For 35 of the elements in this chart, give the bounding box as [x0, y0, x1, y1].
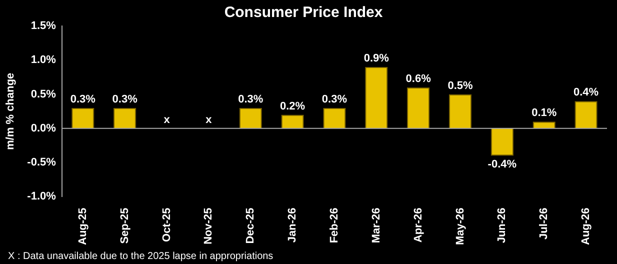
data-label: 0.6%	[406, 72, 432, 85]
y-tick-label: -1.0%	[27, 190, 56, 203]
x-tick-label: May-26	[454, 208, 466, 245]
data-label: 0.9%	[364, 52, 390, 64]
x-tick-label: Jul-26	[538, 208, 550, 240]
data-label: 0.5%	[448, 80, 474, 92]
x-tick-label: Sep-25	[118, 208, 131, 244]
y-tick-label: 0.0%	[30, 122, 56, 134]
y-tick-label: -0.5%	[27, 156, 56, 169]
text: X : Data unavailable due to the 2025 lapse in appropriations	[8, 251, 274, 262]
x-tick-label: Aug-26	[580, 208, 592, 245]
x-tick-label: Aug-25	[76, 208, 89, 245]
x-tick-label: Apr-26	[412, 208, 424, 243]
y-tick-label: 1.5%	[30, 20, 56, 32]
data-label: 0.1%	[532, 107, 557, 120]
data-label: 0.4%	[573, 86, 599, 99]
data-label: 0.3%	[112, 93, 138, 106]
text: x	[164, 114, 170, 126]
x-tick-label: Jun-26	[496, 208, 508, 244]
data-label: 0.3%	[70, 93, 96, 106]
y-tick-label: 0.5%	[30, 88, 56, 100]
text: x	[206, 114, 212, 126]
y-axis-title: m/m % change	[4, 72, 17, 150]
x-tick-label: Oct-25	[160, 208, 173, 242]
data-label: 0.3%	[238, 93, 264, 106]
data-label: 0.2%	[280, 100, 306, 112]
x-tick-label: Jan-26	[286, 208, 299, 243]
x-tick-label: Feb-26	[328, 208, 340, 244]
x-tick-label: Mar-26	[370, 208, 382, 244]
x-tick-label: Nov-25	[202, 208, 215, 244]
x-tick-label: Dec-25	[244, 208, 257, 244]
data-label: -0.4%	[488, 158, 517, 170]
chart-title: Consumer Price Index	[224, 4, 384, 22]
data-label: 0.3%	[322, 93, 348, 106]
y-tick-label: 1.0%	[30, 54, 56, 66]
